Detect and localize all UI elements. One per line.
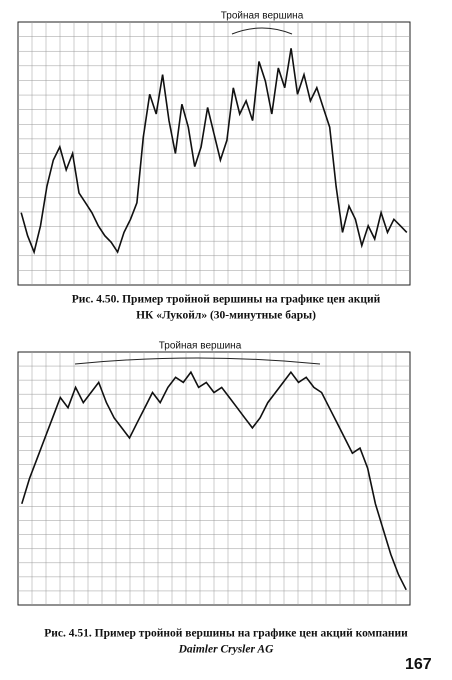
annotation-arc: [231, 27, 293, 35]
figure-caption: НК «Лукойл» (30-минутные бары): [136, 310, 316, 322]
annotation: Тройная вершина: [221, 11, 304, 22]
annotation: Тройная вершина: [159, 341, 242, 352]
annotation-arc: [74, 357, 321, 365]
figure-caption: Daimler Crysler AG: [178, 644, 274, 656]
figure-caption: Рис. 4.50. Пример тройной вершины на гра…: [72, 294, 381, 306]
price-line: [21, 370, 407, 591]
price-line: [20, 48, 408, 255]
page-number: 167: [405, 656, 432, 673]
figure-caption: Рис. 4.51. Пример тройной вершины на гра…: [44, 628, 408, 640]
